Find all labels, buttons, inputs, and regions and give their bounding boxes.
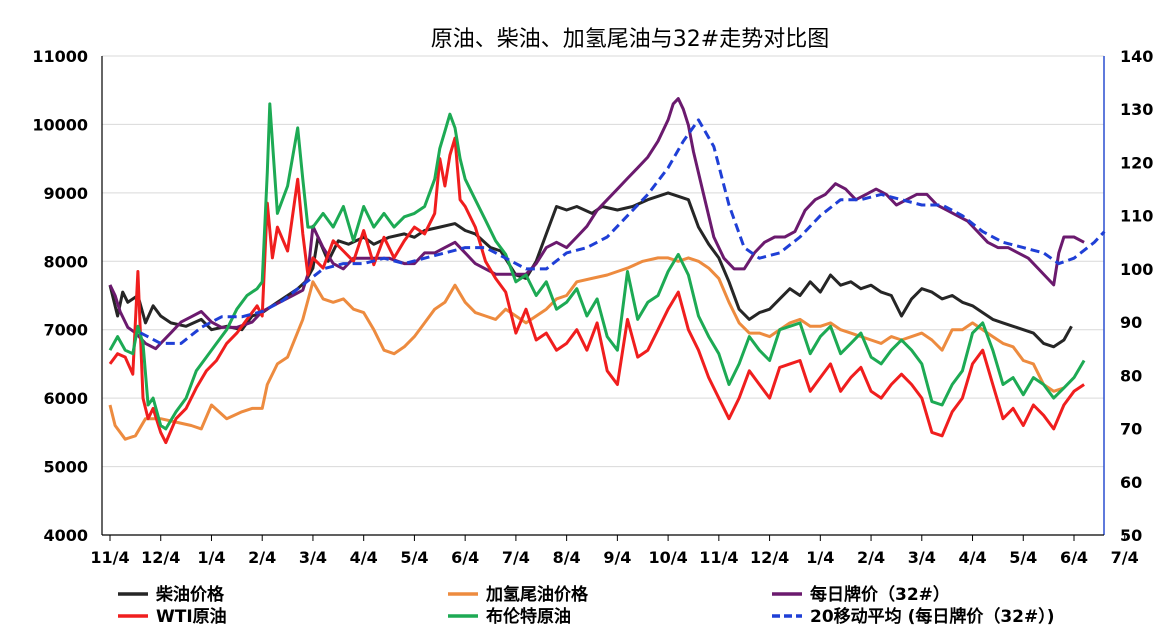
- x-tick-label: 7/4: [1111, 548, 1139, 567]
- x-tick-label: 1/4: [197, 548, 225, 567]
- x-tick-label: 11/4: [90, 548, 129, 567]
- x-tick-label: 11/4: [699, 548, 738, 567]
- x-tick-label: 6/4: [451, 548, 479, 567]
- x-tick-label: 4/4: [350, 548, 378, 567]
- x-tick-label: 6/4: [1060, 548, 1088, 567]
- y-left-tick-label: 4000: [43, 526, 88, 545]
- x-tick-label: 4/4: [958, 548, 986, 567]
- x-tick-label: 9/4: [603, 548, 631, 567]
- x-tick-label: 3/4: [299, 548, 327, 567]
- y-right-tick-label: 110: [1120, 207, 1153, 226]
- y-left-tick-label: 8000: [43, 252, 88, 271]
- legend-label: 柴油价格: [155, 584, 225, 605]
- y-left-tick-label: 7000: [43, 321, 88, 340]
- x-tick-label: 3/4: [908, 548, 936, 567]
- x-tick-label: 12/4: [141, 548, 180, 567]
- y-right-tick-label: 120: [1120, 153, 1153, 172]
- y-right-tick-label: 100: [1120, 260, 1153, 279]
- legend: 柴油价格 加氢尾油价格 每日牌价（32#） WTI原油 布伦特原油 20移动平均 (每日牌…: [118, 584, 1055, 627]
- x-tick-label: 7/4: [502, 548, 530, 567]
- series-line: [108, 191, 1073, 349]
- y-right-tick-label: 50: [1120, 526, 1142, 545]
- legend-label: WTI原油: [156, 606, 227, 627]
- series-line: [108, 256, 1065, 441]
- y-right-tick-label: 80: [1120, 366, 1142, 385]
- y-left-tick-label: 5000: [43, 458, 88, 477]
- gridlines: [102, 55, 1104, 468]
- y-left-tick-label: 11000: [32, 47, 88, 66]
- y-right-tick-label: 70: [1120, 420, 1142, 439]
- y-right-tick-label: 140: [1120, 47, 1153, 66]
- legend-label: 布伦特原油: [486, 606, 571, 627]
- x-tick-label: 8/4: [553, 548, 581, 567]
- y-left-tick-label: 9000: [43, 184, 88, 203]
- series-line: [108, 136, 1085, 445]
- legend-label: 20移动平均 (每日牌价（32#）): [810, 606, 1055, 627]
- x-tick-label: 5/4: [400, 548, 428, 567]
- legend-label: 加氢尾油价格: [485, 584, 589, 605]
- axes: 4000 5000 6000 7000 8000 9000 10000 11000 50 60 70…: [32, 47, 1153, 567]
- y-right-tick-label: 90: [1120, 313, 1142, 332]
- y-right-tick-label: 130: [1120, 100, 1153, 119]
- series-line: [108, 97, 1085, 351]
- series-lines: [108, 97, 1106, 445]
- series-line: [139, 118, 1106, 345]
- x-tick-label: 1/4: [806, 548, 834, 567]
- y-left-tick-label: 10000: [32, 115, 88, 134]
- chart-title: 原油、柴油、加氢尾油与32#走势对比图: [431, 27, 829, 52]
- x-tick-label: 12/4: [750, 548, 789, 567]
- series-line: [108, 102, 1086, 431]
- x-tick-label: 2/4: [857, 548, 885, 567]
- x-tick-label: 10/4: [648, 548, 687, 567]
- x-tick-label: 5/4: [1009, 548, 1037, 567]
- y-left-tick-label: 6000: [43, 389, 88, 408]
- x-tick-label: 2/4: [248, 548, 276, 567]
- y-right-tick-label: 60: [1120, 473, 1142, 492]
- legend-label: 每日牌价（32#）: [810, 584, 950, 605]
